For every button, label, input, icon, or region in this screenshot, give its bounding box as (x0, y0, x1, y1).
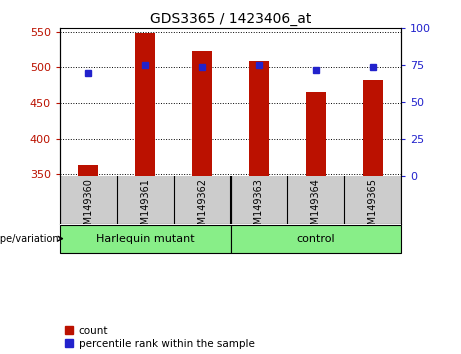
Bar (192, 51, 212, 354)
Bar (230, 225, 401, 253)
Text: GSM149362: GSM149362 (197, 178, 207, 237)
Title: GDS3365 / 1423406_at: GDS3365 / 1423406_at (150, 12, 311, 26)
Text: GSM149364: GSM149364 (311, 178, 321, 237)
Bar (60, 225, 230, 253)
Bar (306, 92, 326, 354)
Bar (78, 165, 98, 354)
Text: control: control (296, 234, 335, 244)
Text: GSM149363: GSM149363 (254, 178, 264, 237)
Text: genotype/variation: genotype/variation (0, 234, 59, 244)
Text: Harlequin mutant: Harlequin mutant (96, 234, 195, 244)
Bar (249, 61, 269, 354)
Bar (135, 33, 155, 354)
Text: GSM149360: GSM149360 (83, 178, 94, 237)
Text: GSM149365: GSM149365 (367, 178, 378, 237)
Bar (363, 80, 383, 354)
Legend: count, percentile rank within the sample: count, percentile rank within the sample (65, 326, 254, 349)
Text: GSM149361: GSM149361 (140, 178, 150, 237)
